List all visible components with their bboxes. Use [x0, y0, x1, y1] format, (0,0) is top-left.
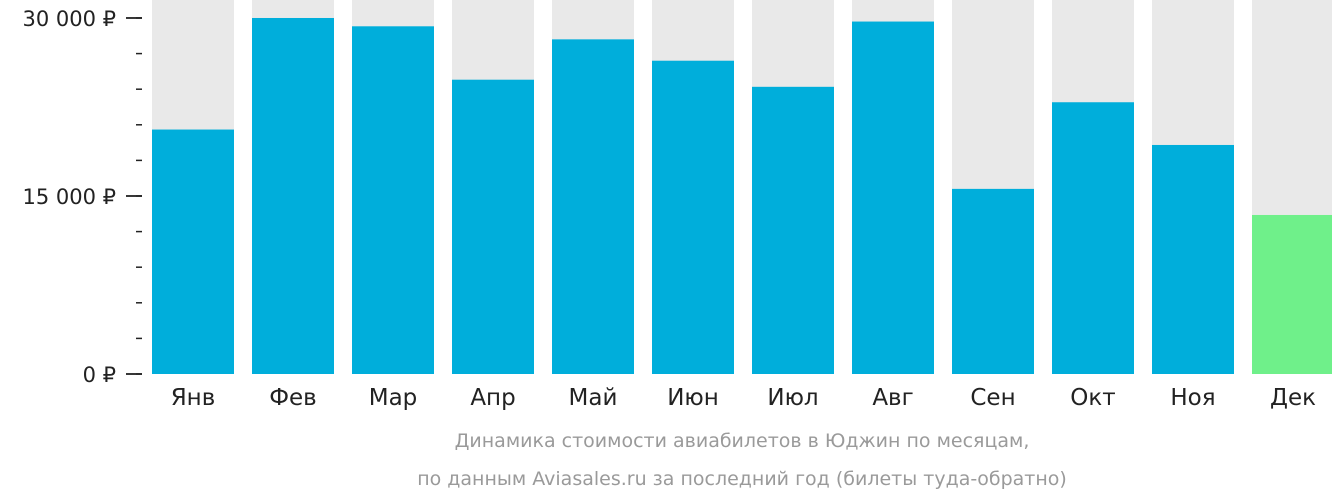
bar-1	[152, 129, 234, 374]
y-axis: 0 ₽ 15 000 ₽ 30 000 ₽	[22, 7, 142, 387]
bar-11	[1152, 144, 1234, 374]
x-tick-label: Сен	[970, 385, 1015, 411]
x-tick-label: Май	[569, 385, 618, 411]
bar-9	[952, 188, 1034, 374]
x-tick-label: Окт	[1070, 385, 1115, 411]
x-tick-label: Дек	[1270, 385, 1316, 411]
x-tick-label: Апр	[470, 385, 515, 411]
bar-7	[752, 86, 834, 374]
x-tick-label: Мар	[369, 385, 418, 411]
x-tick-label: Авг	[872, 385, 913, 411]
bar-10	[1052, 102, 1134, 374]
bar-2	[252, 17, 334, 375]
chart-title: Динамика стоимости авиабилетов в Юджин п…	[454, 430, 1030, 452]
x-tick-label: Янв	[171, 385, 216, 411]
bar-4	[452, 79, 534, 375]
bar-12	[1252, 214, 1332, 374]
y-tick-label: 30 000 ₽	[22, 7, 116, 31]
x-axis: Янв Фев Мар Апр Май Июн Июл Авг Сен Окт Ноя Дек	[171, 385, 1316, 411]
x-tick-label: Июн	[667, 385, 719, 411]
x-tick-label: Фев	[269, 385, 317, 411]
bar-8	[852, 21, 934, 374]
price-bars	[152, 17, 1332, 375]
chart-subtitle: по данным Aviasales.ru за последний год …	[417, 468, 1067, 490]
bar-6	[652, 60, 734, 374]
y-tick-label: 15 000 ₽	[22, 185, 116, 209]
bar-3	[352, 26, 434, 374]
x-tick-label: Июл	[767, 385, 818, 411]
x-tick-label: Ноя	[1170, 385, 1215, 411]
y-tick-label: 0 ₽	[83, 363, 116, 387]
bar-5	[552, 39, 634, 375]
price-bar-chart: 0 ₽ 15 000 ₽ 30 000 ₽ Янв Фев Мар Апр Май Июн Ию…	[22, 0, 1332, 411]
